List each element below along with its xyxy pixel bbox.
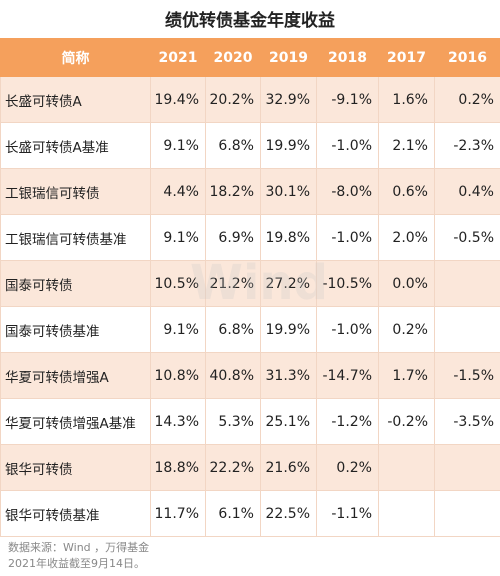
table-row: 国泰可转债 10.5% 21.2% 27.2% -10.5% 0.0% bbox=[0, 260, 500, 307]
footer: 数据来源：Wind ，万得基金 2021年收益截至9月14日。 bbox=[8, 540, 149, 572]
return-cell: 18.2% bbox=[205, 168, 261, 215]
return-cell: 21.6% bbox=[260, 444, 317, 491]
header-row: 简称 2021 2020 2019 2018 2017 2016 bbox=[0, 38, 500, 77]
column-header: 2020 bbox=[205, 38, 261, 77]
fund-name: 华夏可转债增强A基准 bbox=[0, 398, 151, 445]
return-cell: -14.7% bbox=[316, 352, 379, 399]
return-cell: -8.0% bbox=[316, 168, 379, 215]
empty-cell bbox=[378, 444, 435, 491]
return-cell: 25.1% bbox=[260, 398, 317, 445]
return-cell: 10.8% bbox=[150, 352, 206, 399]
column-header: 2016 bbox=[434, 38, 500, 77]
table-row: 工银瑞信可转债 4.4% 18.2% 30.1% -8.0% 0.6% 0.4% bbox=[0, 168, 500, 215]
return-cell: -1.0% bbox=[316, 122, 379, 169]
return-cell: 22.5% bbox=[260, 490, 317, 537]
return-cell: 6.1% bbox=[205, 490, 261, 537]
return-cell: -1.2% bbox=[316, 398, 379, 445]
return-cell: 4.4% bbox=[150, 168, 206, 215]
return-cell: 0.6% bbox=[378, 168, 435, 215]
fund-name: 国泰可转债 bbox=[0, 260, 151, 307]
return-cell: 40.8% bbox=[205, 352, 261, 399]
footer-line: 数据来源：Wind ，万得基金 bbox=[8, 541, 150, 554]
table-row: 华夏可转债增强A 10.8% 40.8% 31.3% -14.7% 1.7% -1.5% bbox=[0, 352, 500, 399]
empty-cell bbox=[434, 260, 500, 307]
return-cell: 9.1% bbox=[150, 306, 206, 353]
return-cell: 6.8% bbox=[205, 306, 261, 353]
return-cell: 18.8% bbox=[150, 444, 206, 491]
table-row: 国泰可转债基准 9.1% 6.8% 19.9% -1.0% 0.2% bbox=[0, 306, 500, 353]
return-cell: 0.2% bbox=[316, 444, 379, 491]
title: 绩优转债基金年度收益 bbox=[165, 11, 335, 31]
return-cell: 9.1% bbox=[150, 214, 206, 261]
return-cell: 19.8% bbox=[260, 214, 317, 261]
return-cell: 14.3% bbox=[150, 398, 206, 445]
table-row: 长盛可转债A基准 9.1% 6.8% 19.9% -1.0% 2.1% -2.3% bbox=[0, 122, 500, 169]
column-header: 2018 bbox=[316, 38, 379, 77]
return-cell: 22.2% bbox=[205, 444, 261, 491]
return-cell: 0.2% bbox=[434, 76, 500, 123]
return-cell: 32.9% bbox=[260, 76, 317, 123]
empty-cell bbox=[378, 490, 435, 537]
empty-cell bbox=[434, 490, 500, 537]
return-cell: 1.7% bbox=[378, 352, 435, 399]
return-cell: -1.1% bbox=[316, 490, 379, 537]
return-cell: -3.5% bbox=[434, 398, 500, 445]
return-cell: 0.2% bbox=[378, 306, 435, 353]
fund-name: 长盛可转债A基准 bbox=[0, 122, 151, 169]
return-cell: 2.0% bbox=[378, 214, 435, 261]
returns-table: 简称 2021 2020 2019 2018 2017 2016 长盛可转债A 19.4% 20… bbox=[0, 38, 500, 537]
return-cell: 30.1% bbox=[260, 168, 317, 215]
return-cell: -2.3% bbox=[434, 122, 500, 169]
return-cell: 5.3% bbox=[205, 398, 261, 445]
table-row: 华夏可转债增强A基准 14.3% 5.3% 25.1% -1.2% -0.2% -3.5% bbox=[0, 398, 500, 445]
table-row: 银华可转债基准 11.7% 6.1% 22.5% -1.1% bbox=[0, 490, 500, 537]
return-cell: 19.4% bbox=[150, 76, 206, 123]
empty-cell bbox=[434, 444, 500, 491]
table-row: 工银瑞信可转债基准 9.1% 6.9% 19.8% -1.0% 2.0% -0.5% bbox=[0, 214, 500, 261]
fund-name: 长盛可转债A bbox=[0, 76, 151, 123]
return-cell: 21.2% bbox=[205, 260, 261, 307]
empty-cell bbox=[434, 306, 500, 353]
watermark: Wind bbox=[190, 255, 328, 311]
return-cell: -9.1% bbox=[316, 76, 379, 123]
return-cell: -1.0% bbox=[316, 306, 379, 353]
return-cell: 31.3% bbox=[260, 352, 317, 399]
return-cell: 6.8% bbox=[205, 122, 261, 169]
return-cell: -0.5% bbox=[434, 214, 500, 261]
table-row: 长盛可转债A 19.4% 20.2% 32.9% -9.1% 1.6% 0.2% bbox=[0, 76, 500, 123]
column-header: 简称 bbox=[0, 38, 151, 77]
return-cell: -1.0% bbox=[316, 214, 379, 261]
return-cell: 6.9% bbox=[205, 214, 261, 261]
return-cell: -1.5% bbox=[434, 352, 500, 399]
return-cell: 2.1% bbox=[378, 122, 435, 169]
column-header: 2021 bbox=[150, 38, 206, 77]
column-header: 2017 bbox=[378, 38, 435, 77]
fund-name: 国泰可转债基准 bbox=[0, 306, 151, 353]
column-header: 2019 bbox=[260, 38, 317, 77]
footer-line: 2021年收益截至9月14日。 bbox=[8, 557, 145, 570]
return-cell: -0.2% bbox=[378, 398, 435, 445]
return-cell: 0.4% bbox=[434, 168, 500, 215]
return-cell: 10.5% bbox=[150, 260, 206, 307]
fund-name: 银华可转债基准 bbox=[0, 490, 151, 537]
fund-name: 工银瑞信可转债基准 bbox=[0, 214, 151, 261]
return-cell: 19.9% bbox=[260, 122, 317, 169]
return-cell: 9.1% bbox=[150, 122, 206, 169]
return-cell: 19.9% bbox=[260, 306, 317, 353]
fund-name: 工银瑞信可转债 bbox=[0, 168, 151, 215]
return-cell: 20.2% bbox=[205, 76, 261, 123]
return-cell: 0.0% bbox=[378, 260, 435, 307]
return-cell: 1.6% bbox=[378, 76, 435, 123]
fund-name: 华夏可转债增强A bbox=[0, 352, 151, 399]
table-row: 银华可转债 18.8% 22.2% 21.6% 0.2% bbox=[0, 444, 500, 491]
return-cell: 11.7% bbox=[150, 490, 206, 537]
fund-name: 银华可转债 bbox=[0, 444, 151, 491]
